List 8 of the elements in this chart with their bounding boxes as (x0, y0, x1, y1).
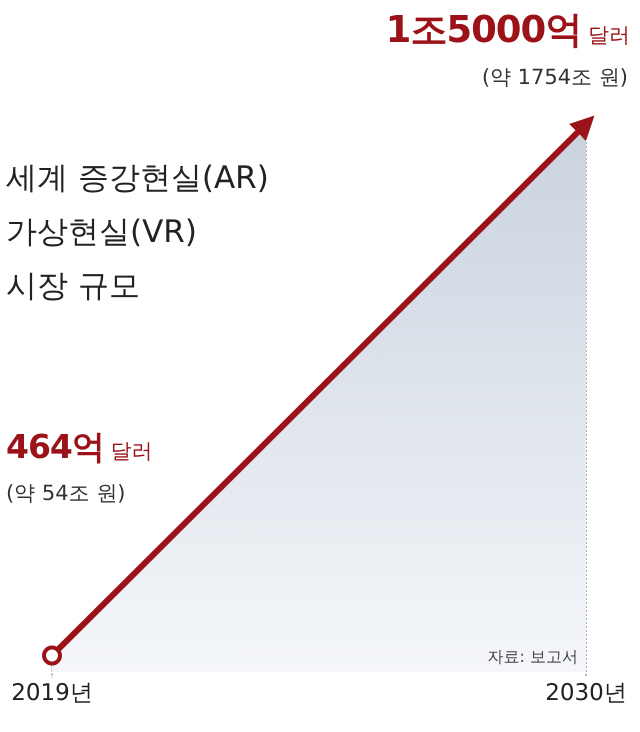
text: 464억 달러 (6, 427, 153, 466)
text: (약 1754조 원) (482, 65, 628, 89)
annotation: (약 54조 원) (6, 481, 126, 505)
x-tick-label: 2030년 (545, 680, 627, 706)
annotation: 자료: 보고서 (488, 647, 578, 666)
text: 1조5000억 달러 (386, 8, 630, 51)
x-tick-label: 2019년 (11, 680, 93, 706)
text: 세계 증강현실(AR) 가상현실(VR) 시장 규모 (6, 160, 269, 304)
